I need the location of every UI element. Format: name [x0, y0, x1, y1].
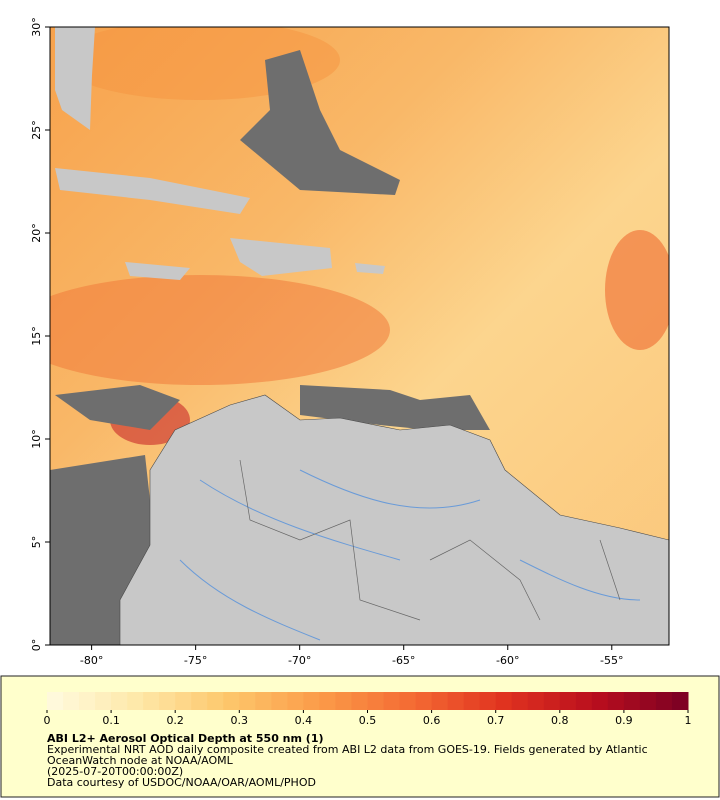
colorbar-tick-label: 0.2	[166, 714, 184, 727]
colorbar-step	[191, 692, 208, 710]
colorbar-step	[559, 692, 577, 710]
caption-title: ABI L2+ Aerosol Optical Depth at 550 nm …	[47, 732, 324, 745]
colorbar-step	[63, 692, 80, 710]
colorbar-step	[47, 692, 64, 710]
colorbar-step	[351, 692, 368, 710]
colorbar-step	[543, 692, 561, 710]
caption-line: OceanWatch node at NOAA/AOML	[47, 754, 234, 767]
colorbar-step	[367, 692, 385, 710]
axes: -80° -75° -70° -65° -60° -55° 0° 5° 10° 15° 20° 25°…	[30, 17, 624, 667]
colorbar-step	[223, 692, 240, 710]
colorbar-step	[527, 692, 545, 710]
colorbar-step	[175, 692, 192, 710]
y-tick-label: 5°	[30, 536, 43, 549]
colorbar-tick-label: 0	[44, 714, 51, 727]
colorbar-step	[591, 692, 609, 710]
colorbar-step	[607, 692, 625, 710]
colorbar-step	[383, 692, 401, 710]
colorbar-step	[95, 692, 112, 710]
colorbar-tick-label: 1	[685, 714, 692, 727]
colorbar-step	[319, 692, 336, 710]
colorbar-step	[271, 692, 288, 710]
colorbar: 0 0.1 0.2 0.3 0.4 0.5 0.6 0.7 0.8 0.9 1	[44, 692, 692, 727]
colorbar-step	[159, 692, 176, 710]
x-tick-label: -65°	[392, 654, 415, 667]
colorbar-step	[255, 692, 272, 710]
colorbar-step	[639, 692, 657, 710]
map-image	[50, 27, 669, 645]
x-tick-label: -60°	[496, 654, 519, 667]
colorbar-step	[623, 692, 641, 710]
colorbar-step	[127, 692, 144, 710]
x-tick-label: -70°	[288, 654, 311, 667]
colorbar-step	[303, 692, 320, 710]
x-tick-label: -80°	[80, 654, 103, 667]
colorbar-step	[479, 692, 497, 710]
colorbar-step	[335, 692, 352, 710]
colorbar-step	[207, 692, 224, 710]
colorbar-tick-label: 0.6	[423, 714, 441, 727]
colorbar-step	[511, 692, 529, 710]
colorbar-step	[143, 692, 160, 710]
colorbar-tick-label: 0.9	[615, 714, 633, 727]
y-tick-label: 10°	[30, 429, 43, 449]
y-tick-label: 20°	[30, 223, 43, 243]
x-tick-label: -75°	[184, 654, 207, 667]
colorbar-step	[399, 692, 417, 710]
colorbar-step	[671, 692, 689, 710]
colorbar-step	[495, 692, 513, 710]
colorbar-step	[79, 692, 96, 710]
y-tick-label: 15°	[30, 326, 43, 346]
y-tick-label: 30°	[30, 17, 43, 37]
x-tick-label: -55°	[600, 654, 623, 667]
colorbar-tick-label: 0.1	[102, 714, 120, 727]
colorbar-step	[111, 692, 128, 710]
colorbar-step	[415, 692, 433, 710]
colorbar-tick-label: 0.3	[231, 714, 249, 727]
colorbar-tick-label: 0.7	[487, 714, 505, 727]
caption-line: Data courtesy of USDOC/NOAA/OAR/AOML/PHO…	[47, 776, 316, 789]
colorbar-step	[239, 692, 256, 710]
colorbar-tick-label: 0.5	[359, 714, 377, 727]
colorbar-step	[575, 692, 593, 710]
y-tick-label: 25°	[30, 120, 43, 140]
colorbar-step	[287, 692, 304, 710]
caption-line: (2025-07-20T00:00:00Z)	[47, 765, 183, 778]
caption-line: Experimental NRT AOD daily composite cre…	[47, 743, 648, 756]
colorbar-tick-label: 0.4	[295, 714, 313, 727]
colorbar-step	[463, 692, 481, 710]
y-tick-label: 0°	[30, 639, 43, 652]
colorbar-tick-label: 0.8	[551, 714, 569, 727]
colorbar-step	[655, 692, 673, 710]
colorbar-step	[447, 692, 465, 710]
colorbar-step	[431, 692, 449, 710]
